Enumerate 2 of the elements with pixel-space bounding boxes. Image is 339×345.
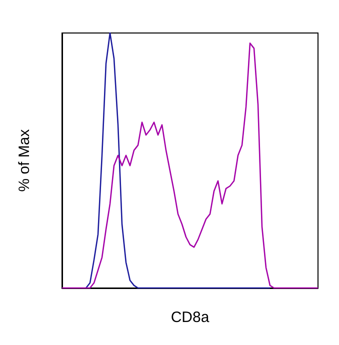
y-axis-title: % of Max [16, 128, 33, 192]
x-axis-title: CD8a [170, 309, 210, 326]
